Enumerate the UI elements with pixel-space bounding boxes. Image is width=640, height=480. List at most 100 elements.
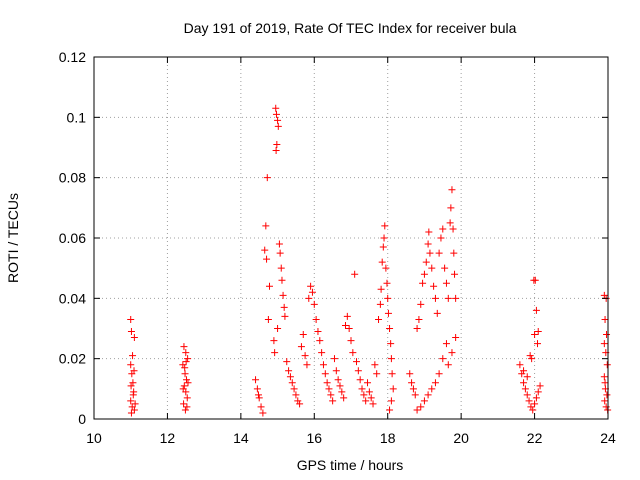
ticks-layer: 10 12 14 16 18 20 22 24 0 0.02 0.04 0.06 0.08 0.1 0.12 — [59, 49, 616, 446]
data-point — [444, 361, 452, 369]
data-point — [182, 358, 190, 366]
data-point — [257, 403, 265, 411]
x-axis-label: GPS time / hours — [297, 457, 404, 473]
data-point — [345, 325, 353, 332]
data-point — [181, 364, 189, 372]
data-point — [447, 204, 455, 212]
x-tick-label: 24 — [600, 430, 616, 446]
data-point — [452, 334, 460, 342]
data-point — [375, 315, 383, 323]
data-point — [387, 340, 395, 348]
data-point — [451, 270, 459, 278]
data-point — [448, 186, 456, 194]
data-point — [384, 294, 392, 302]
y-axis-label: ROTI / TECUs — [5, 193, 21, 283]
grid-layer — [94, 57, 608, 419]
data-point — [528, 355, 536, 363]
x-tick-label: 20 — [453, 430, 469, 446]
data-point — [255, 394, 263, 402]
data-point — [430, 282, 438, 290]
data-point — [294, 397, 302, 405]
data-point — [297, 343, 305, 351]
data-point — [334, 376, 342, 384]
data-point — [180, 343, 188, 351]
data-point — [534, 328, 542, 336]
data-point — [274, 325, 282, 332]
data-point — [303, 361, 311, 369]
x-tick-label: 10 — [86, 430, 102, 446]
data-point — [364, 379, 372, 387]
data-point — [433, 309, 441, 317]
data-point — [386, 406, 394, 414]
data-point — [381, 222, 389, 230]
data-point — [129, 352, 137, 360]
data-point — [276, 249, 284, 257]
data-point — [419, 279, 427, 287]
data-point — [601, 315, 609, 323]
data-point — [377, 285, 385, 293]
data-point — [127, 409, 135, 417]
data-point — [299, 331, 307, 339]
x-tick-label: 22 — [527, 430, 543, 446]
data-point — [428, 385, 436, 393]
data-point — [312, 315, 320, 323]
data-point — [449, 225, 457, 233]
data-point — [265, 282, 273, 290]
data-point — [274, 116, 282, 124]
data-point — [600, 373, 608, 381]
data-point — [354, 367, 362, 375]
data-point — [431, 379, 439, 387]
data-point — [369, 400, 377, 408]
data-point — [378, 258, 386, 266]
data-point — [603, 331, 611, 339]
data-point — [281, 312, 289, 320]
data-point — [431, 294, 439, 302]
data-point — [600, 291, 608, 299]
x-tick-label: 14 — [233, 430, 249, 446]
data-point — [415, 315, 423, 323]
data-point — [301, 352, 309, 360]
data-point — [338, 388, 346, 396]
data-point — [448, 349, 456, 357]
data-point — [270, 337, 278, 345]
data-point — [408, 379, 416, 387]
data-point — [388, 370, 396, 378]
data-point — [534, 388, 542, 396]
data-point — [437, 234, 445, 242]
chart-title: Day 191 of 2019, Rate Of TEC Index for r… — [184, 20, 517, 36]
data-point — [321, 370, 329, 378]
data-point — [450, 249, 458, 257]
data-point — [272, 110, 280, 118]
data-point — [327, 391, 335, 399]
data-point — [376, 300, 384, 308]
data-point — [526, 352, 534, 360]
data-point — [425, 228, 433, 236]
data-point — [182, 349, 190, 357]
data-point — [531, 400, 539, 408]
data-point — [181, 406, 189, 414]
data-point — [273, 140, 281, 148]
data-points-layer — [127, 104, 612, 417]
data-point — [435, 370, 443, 378]
data-point — [531, 331, 539, 339]
data-point — [129, 391, 137, 399]
data-point — [532, 394, 540, 402]
data-point — [274, 122, 282, 130]
data-point — [310, 300, 318, 308]
data-point — [127, 382, 135, 390]
data-point — [439, 355, 447, 363]
data-point — [329, 397, 337, 405]
data-point — [601, 397, 609, 405]
data-point — [525, 397, 533, 405]
data-point — [444, 294, 452, 302]
data-point — [380, 234, 388, 242]
data-point — [319, 361, 327, 369]
data-point — [411, 391, 419, 399]
data-point — [286, 373, 294, 381]
data-point — [452, 294, 460, 302]
data-point — [278, 276, 286, 284]
data-point — [332, 367, 340, 375]
y-tick-label: 0.08 — [59, 170, 86, 186]
data-point — [520, 367, 528, 375]
data-point — [360, 391, 368, 399]
